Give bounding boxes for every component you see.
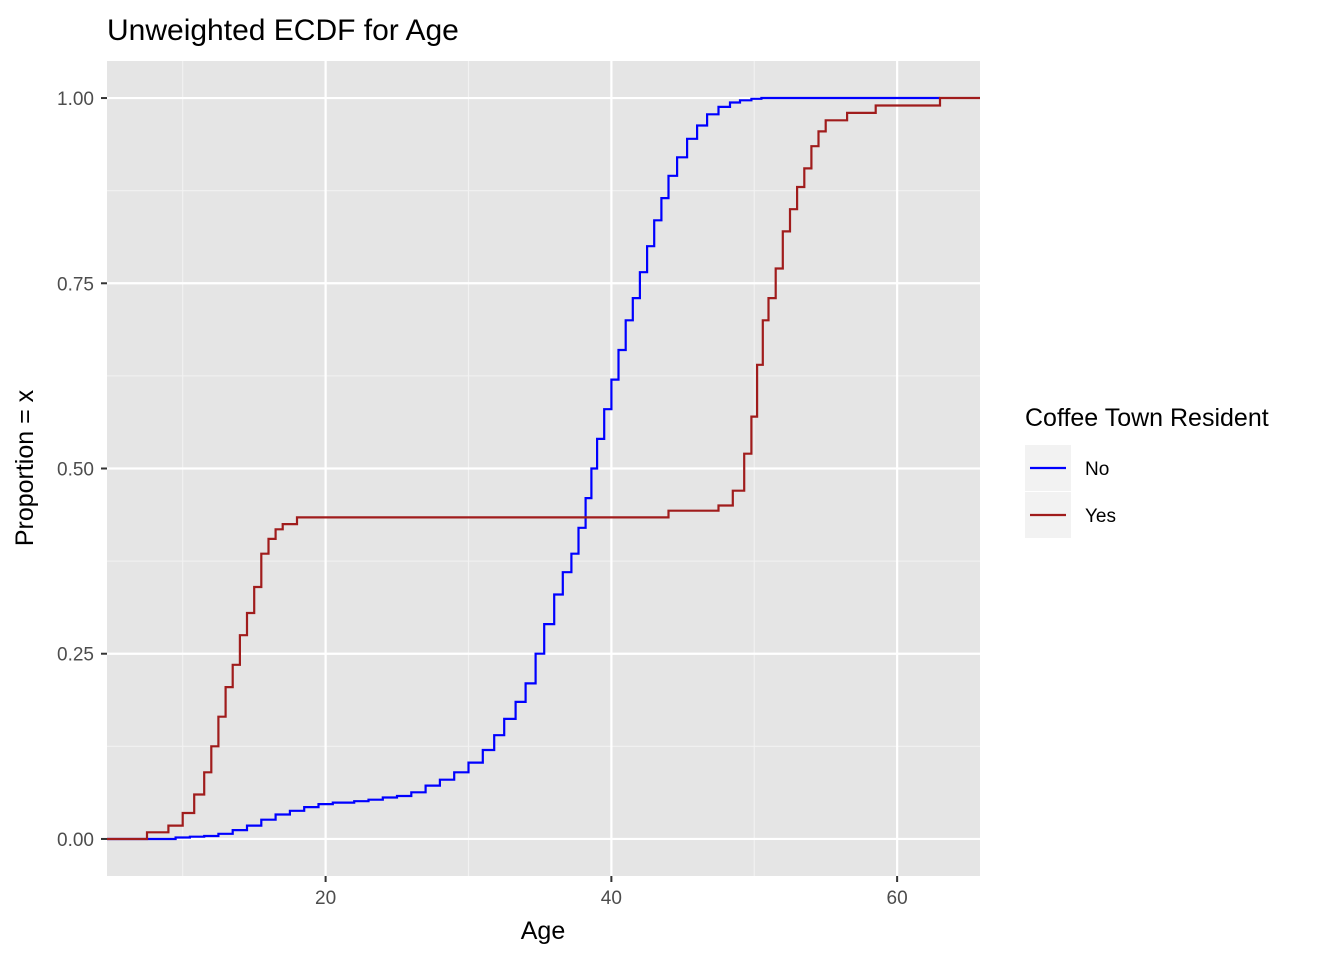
series-line-no (107, 96, 940, 841)
major-grid (107, 61, 980, 876)
y-tick-label: 0.75 (57, 274, 94, 295)
y-axis: 0.00 0.25 0.50 0.75 1.00 (57, 89, 107, 851)
y-axis-title: Proportion = x (11, 389, 39, 546)
x-tick-label: 40 (601, 888, 622, 909)
y-tick-label: 0.25 (57, 645, 94, 666)
chart-title: Unweighted ECDF for Age (107, 14, 459, 47)
legend-items: No Yes (1025, 445, 1116, 538)
y-tick-label: 0.50 (57, 460, 94, 481)
legend-label: No (1085, 459, 1109, 480)
legend-title: Coffee Town Resident (1025, 404, 1269, 432)
series-layer (107, 96, 980, 841)
x-axis: 20 40 60 (315, 876, 908, 909)
series-line-yes (107, 96, 980, 841)
y-tick-label: 0.00 (57, 830, 94, 851)
x-tick-label: 20 (315, 888, 336, 909)
y-tick-label: 1.00 (57, 89, 94, 110)
x-axis-title: Age (521, 917, 565, 945)
legend-label: Yes (1085, 506, 1116, 527)
x-tick-label: 60 (887, 888, 908, 909)
legend: Coffee Town Resident No Yes (1025, 404, 1269, 538)
